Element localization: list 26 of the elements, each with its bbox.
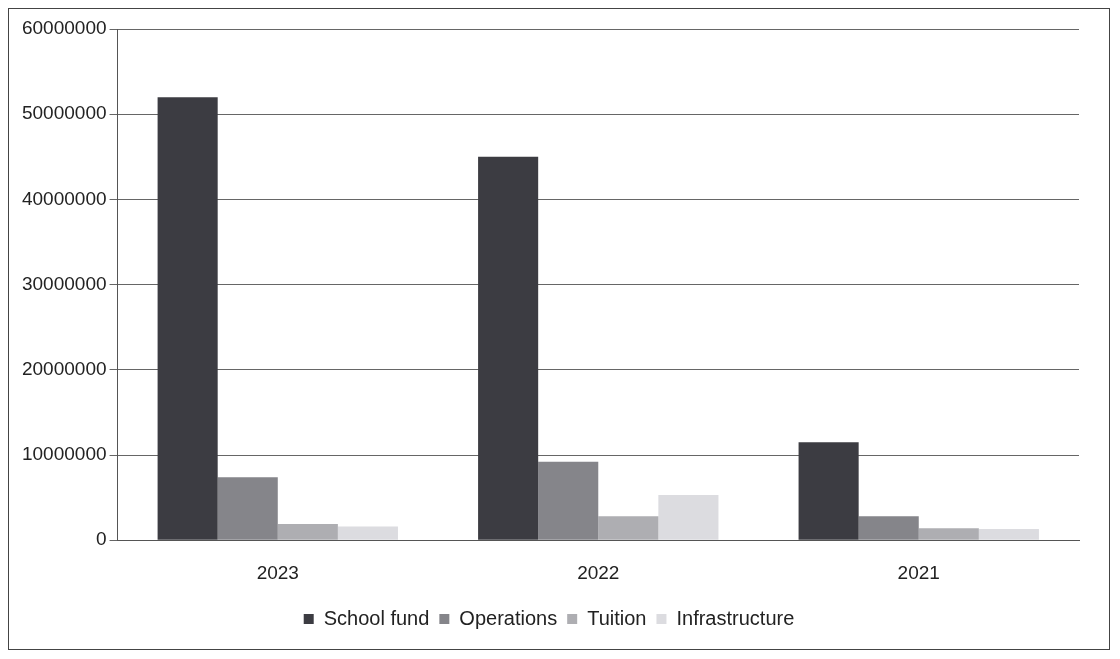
bar [658, 495, 719, 540]
y-tick-label: 10000000 [21, 443, 107, 465]
bar [217, 477, 278, 540]
x-tick-label: 2022 [577, 561, 620, 583]
y-tick-label: 50000000 [21, 102, 107, 124]
legend-label: Operations [459, 606, 558, 629]
bar [478, 156, 539, 540]
bar [157, 97, 218, 540]
y-tick-label: 40000000 [21, 187, 107, 209]
bar [918, 528, 979, 540]
bar [598, 516, 659, 540]
legend-label: Tuition [587, 606, 647, 629]
bar [858, 516, 919, 540]
bar [337, 526, 398, 540]
legend-label: School fund [323, 606, 430, 629]
x-tick-label: 2023 [256, 561, 299, 583]
bar [277, 524, 338, 540]
y-tick-label: 0 [95, 528, 107, 550]
legend-label: Infrastructure [676, 606, 795, 629]
bar [978, 529, 1039, 540]
bar [538, 461, 599, 540]
y-tick-label: 30000000 [21, 272, 107, 294]
y-tick-label: 20000000 [21, 358, 107, 380]
bar [798, 442, 859, 540]
y-tick-label: 60000000 [21, 17, 107, 39]
x-tick-label: 2021 [897, 561, 940, 583]
